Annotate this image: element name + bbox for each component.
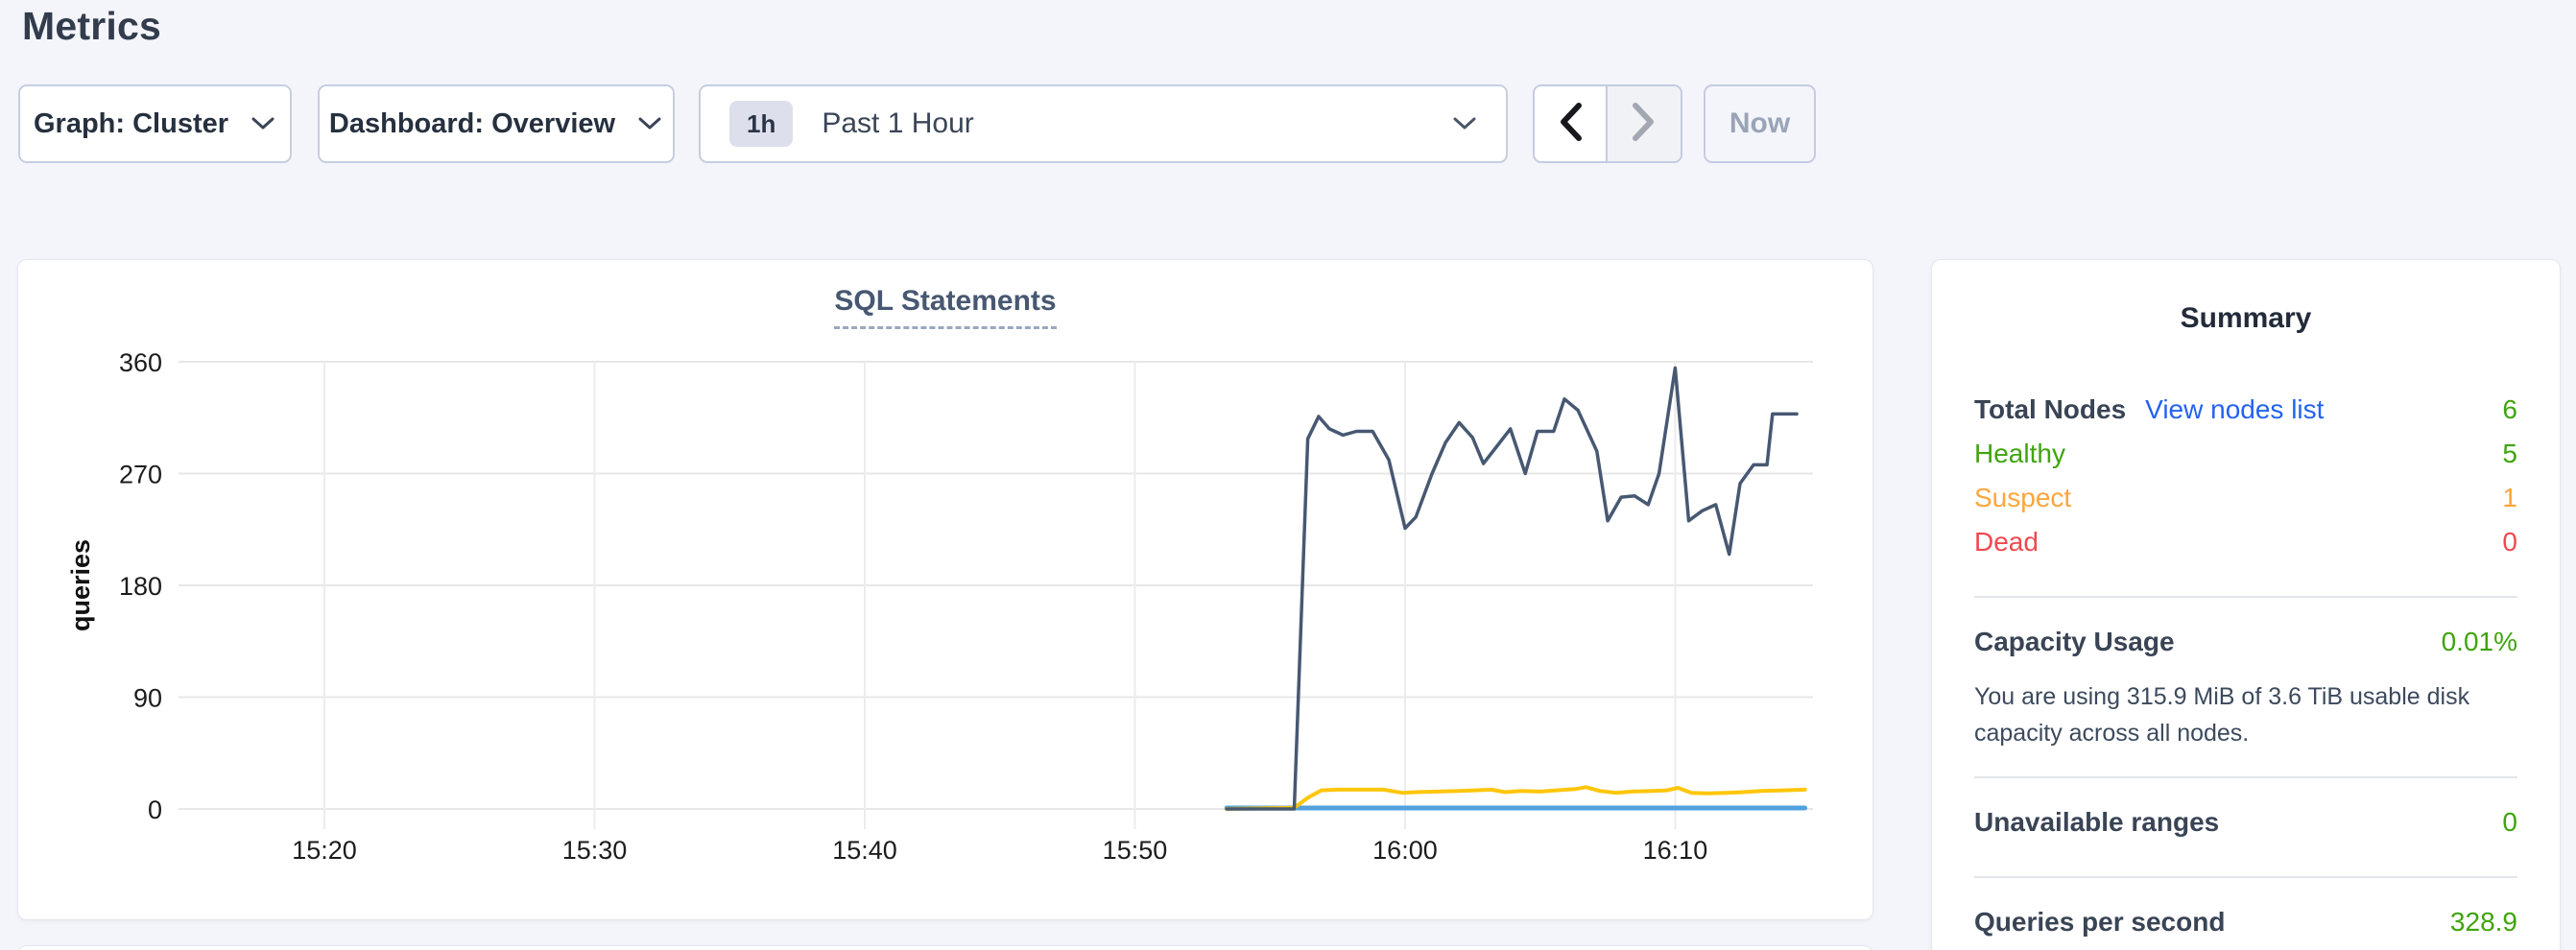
x-tick-label: 15:20 <box>292 836 357 865</box>
y-axis-label: queries <box>66 539 95 631</box>
queries-per-second-label: Queries per second <box>1974 907 2226 937</box>
metrics-toolbar: Graph: Cluster Dashboard: Overview 1h Pa… <box>18 84 1816 163</box>
summary-title: Summary <box>2180 302 2312 334</box>
total-nodes-label: Total Nodes <box>1974 394 2127 424</box>
now-button[interactable]: Now <box>1704 84 1816 163</box>
next-time-button[interactable] <box>1608 86 1681 161</box>
chart-title-wrap: SQL Statements <box>18 285 1872 329</box>
y-tick-label: 90 <box>133 684 162 713</box>
chart-title[interactable]: SQL Statements <box>834 285 1057 329</box>
chevron-down-icon <box>636 115 663 132</box>
chevron-down-icon <box>250 115 276 132</box>
unavailable-ranges-label: Unavailable ranges <box>1974 807 2220 837</box>
capacity-section: Capacity Usage 0.01% You are using 315.9… <box>1974 627 2517 751</box>
total-nodes-row: Total Nodes View nodes list 6 <box>1974 394 2517 439</box>
time-range-selector[interactable]: 1h Past 1 Hour <box>699 84 1508 163</box>
page-title: Metrics <box>22 4 161 48</box>
dashboard-dropdown[interactable]: Dashboard: Overview <box>318 84 675 163</box>
dashboard-dropdown-label: Dashboard: Overview <box>328 107 616 139</box>
suspect-nodes-row: Suspect 1 <box>1974 483 2517 527</box>
divider <box>1974 776 2517 778</box>
prev-time-button[interactable] <box>1535 86 1608 161</box>
graph-dropdown-label: Graph: Cluster <box>33 107 229 139</box>
unavailable-ranges-section: Unavailable ranges 0 <box>1974 807 2517 851</box>
capacity-usage-value: 0.01% <box>2441 627 2517 656</box>
x-tick-label: 16:00 <box>1372 836 1438 865</box>
unavailable-ranges-value: 0 <box>2502 807 2517 837</box>
queries-per-second-value: 328.9 <box>2449 907 2517 937</box>
y-tick-label: 360 <box>119 348 162 377</box>
next-chart-card-partial <box>17 945 1873 950</box>
dead-value: 0 <box>2502 527 2517 557</box>
graph-dropdown[interactable]: Graph: Cluster <box>18 84 292 163</box>
total-nodes-value: 6 <box>2502 394 2517 424</box>
series-line-queries-navy <box>1225 366 1799 811</box>
x-tick-label: 15:50 <box>1103 836 1168 865</box>
sql-statements-chart-card: SQL Statements 0 90 180 270 360 15:20 15:30 15:… <box>17 259 1873 920</box>
x-tick-label: 16:10 <box>1643 836 1708 865</box>
qps-section: Queries per second 328.9 Sum of Selects,… <box>1974 907 2517 950</box>
suspect-label: Suspect <box>1974 483 2072 512</box>
series-line-low-rate-yellow <box>1225 785 1807 811</box>
capacity-usage-description: You are using 315.9 MiB of 3.6 TiB usabl… <box>1974 683 2470 747</box>
time-range-badge: 1h <box>729 101 794 147</box>
dead-label: Dead <box>1974 527 2039 557</box>
healthy-nodes-row: Healthy 5 <box>1974 439 2517 483</box>
chevron-right-icon <box>1631 101 1658 148</box>
sql-statements-chart-plot[interactable]: 0 90 180 270 360 15:20 15:30 15:40 15:50 16:00 16:… <box>18 260 1874 921</box>
chevron-left-icon <box>1557 101 1584 148</box>
node-status-rows: Total Nodes View nodes list 6 Healthy 5 … <box>1974 394 2517 571</box>
time-step-buttons <box>1533 84 1682 163</box>
chevron-down-icon <box>1452 116 1477 131</box>
view-nodes-list-link[interactable]: View nodes list <box>2145 394 2325 424</box>
time-range-label: Past 1 Hour <box>822 107 974 139</box>
x-tick-label: 15:40 <box>832 836 897 865</box>
capacity-usage-label: Capacity Usage <box>1974 627 2175 656</box>
divider <box>1974 596 2517 598</box>
y-tick-label: 0 <box>148 796 162 824</box>
x-tick-label: 15:30 <box>562 836 628 865</box>
healthy-label: Healthy <box>1974 439 2065 468</box>
divider <box>1974 876 2517 878</box>
y-tick-label: 180 <box>119 572 162 601</box>
summary-panel: Summary Total Nodes View nodes list 6 He… <box>1931 259 2561 950</box>
y-tick-label: 270 <box>119 461 162 489</box>
suspect-value: 1 <box>2502 483 2517 512</box>
dead-nodes-row: Dead 0 <box>1974 527 2517 571</box>
healthy-value: 5 <box>2502 439 2517 468</box>
